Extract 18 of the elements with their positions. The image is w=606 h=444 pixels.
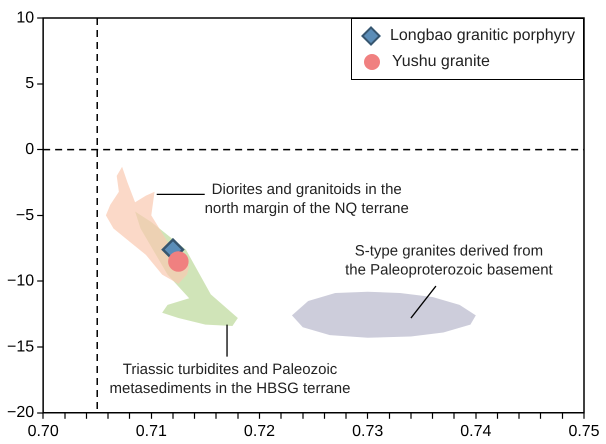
x-tick-label: 0.73	[352, 422, 384, 440]
x-tick-label: 0.72	[244, 422, 276, 440]
legend-label: Longbao granitic porphyry	[390, 27, 576, 45]
y-tick-label: 5	[25, 75, 34, 92]
x-tick-label: 0.71	[136, 422, 167, 440]
y-tick-label: −10	[7, 272, 34, 290]
y-tick-label: −15	[7, 338, 34, 356]
annotation: Triassic turbidites and Paleozoic metasediments in the HBSG terrane	[110, 361, 351, 398]
x-tick-label: 0.74	[460, 422, 492, 440]
x-tick-label: 0.70	[28, 422, 59, 440]
y-tick-label: 10	[16, 9, 34, 26]
y-tick-label: −20	[7, 404, 34, 422]
y-tick-label: 0	[25, 141, 34, 158]
y-tick-label: −5	[16, 206, 34, 224]
annotation: Diorites and granitoids in the north margin of the NQ terrane	[204, 180, 409, 217]
x-tick-label: 0.75	[568, 422, 600, 440]
annotation: S-type granites derived from the Paleoproterozoic basement	[345, 242, 554, 279]
legend-label: Yushu granite	[392, 53, 490, 71]
